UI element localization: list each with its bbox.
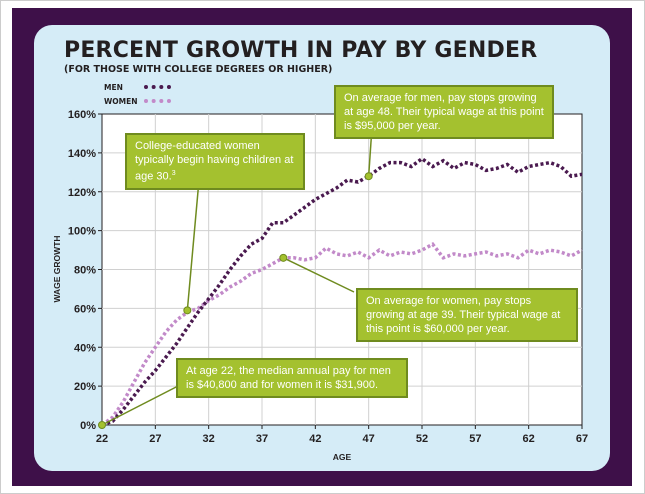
callout-starting-pay-text: At age 22, the median annual pay for men… xyxy=(186,365,391,391)
data-series xyxy=(100,156,583,427)
x-tick-label: 37 xyxy=(256,433,268,445)
x-tick-label: 62 xyxy=(523,433,535,445)
annotation-pointers xyxy=(98,126,373,429)
annotation-marker xyxy=(183,306,192,315)
y-tick-label: 60% xyxy=(74,303,96,315)
y-tick-label: 40% xyxy=(74,342,96,354)
series-line-men xyxy=(101,156,583,427)
legend-item-women: WOMEN xyxy=(104,96,171,106)
y-tick-label: 0% xyxy=(80,420,96,432)
callout-footnote-marker: 3 xyxy=(171,170,176,177)
annotation-marker xyxy=(98,421,106,429)
x-tick-label: 22 xyxy=(96,433,108,445)
y-tick-label: 120% xyxy=(68,187,96,199)
callout-women-plateau: On average for women, pay stops growing … xyxy=(356,288,578,342)
x-tick-label: 67 xyxy=(576,433,588,445)
annotation-pointer xyxy=(283,257,355,293)
y-tick-label: 100% xyxy=(68,226,96,238)
callout-starting-pay: At age 22, the median annual pay for men… xyxy=(176,358,408,398)
y-tick-label: 140% xyxy=(68,148,96,160)
x-tick-label: 47 xyxy=(363,433,375,445)
callout-men-plateau: On average for men, pay stops growing at… xyxy=(334,85,554,139)
annotation-marker xyxy=(279,253,288,262)
legend-item-men: MEN xyxy=(104,82,171,92)
series-line-women xyxy=(100,241,583,427)
x-tick-label: 52 xyxy=(416,433,428,445)
y-tick-label: 20% xyxy=(74,381,96,393)
callout-men-plateau-text: On average for men, pay stops growing at… xyxy=(344,92,544,132)
x-tick-label: 32 xyxy=(203,433,215,445)
callout-women-children: College-educated women typically begin h… xyxy=(125,133,305,190)
legend-swatch-men xyxy=(144,85,171,89)
x-axis-label: AGE xyxy=(333,452,352,462)
chart-title: PERCENT GROWTH IN PAY BY GENDER xyxy=(64,38,538,63)
legend-label-men: MEN xyxy=(104,82,123,92)
y-tick-label: 160% xyxy=(68,109,96,121)
legend-swatch-women xyxy=(144,99,171,103)
y-axis-label: WAGE GROWTH xyxy=(52,235,62,302)
chart-subtitle: (FOR THOSE WITH COLLEGE DEGREES OR HIGHE… xyxy=(64,64,333,75)
annotation-pointer xyxy=(186,168,201,311)
x-axis-ticks: 22 27 32 37 42 47 52 57 62 67 xyxy=(96,425,588,445)
x-tick-label: 57 xyxy=(469,433,481,445)
annotation-marker xyxy=(364,172,373,181)
callout-women-plateau-text: On average for women, pay stops growing … xyxy=(366,295,561,335)
y-axis-ticks: 0% 20% 40% 60% 80% 100% 120% 140% 160% xyxy=(68,109,102,432)
y-tick-label: 80% xyxy=(74,265,96,277)
callout-women-children-text: College-educated women typically begin h… xyxy=(135,140,294,183)
x-tick-label: 27 xyxy=(149,433,161,445)
annotation-pointer xyxy=(101,383,183,426)
legend-label-women: WOMEN xyxy=(104,96,138,106)
x-tick-label: 42 xyxy=(309,433,321,445)
